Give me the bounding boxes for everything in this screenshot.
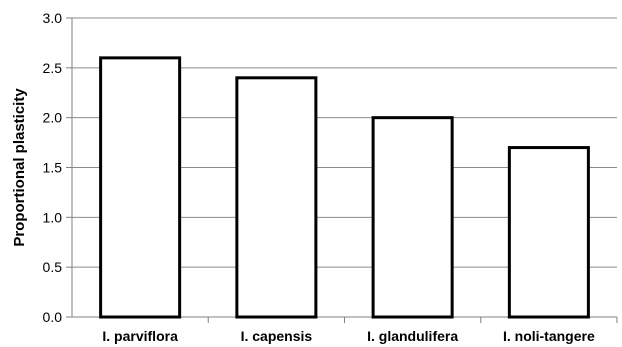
bar xyxy=(371,116,454,319)
bars xyxy=(99,56,590,319)
x-tick-labels: I. parviflora I. capensis I. glandulifera I… xyxy=(102,328,595,344)
y-tick-label: 0.5 xyxy=(43,259,63,275)
x-tick-label: I. capensis xyxy=(241,328,313,344)
y-tick-labels: 0.0 0.5 1.0 1.5 2.0 2.5 3.0 xyxy=(43,10,63,325)
bar xyxy=(99,56,182,319)
y-tick-label: 2.5 xyxy=(43,60,63,76)
y-tick-label: 0.0 xyxy=(43,309,63,325)
y-tick-label: 3.0 xyxy=(43,10,63,26)
y-tick-label: 1.0 xyxy=(43,209,63,225)
x-tick-label: I. parviflora xyxy=(102,328,178,344)
bar xyxy=(235,76,318,319)
x-tick-label: I. noli-tangere xyxy=(503,328,595,344)
y-axis-title: Proportional plasticity xyxy=(11,88,28,247)
bar xyxy=(507,146,590,319)
y-tick-label: 2.0 xyxy=(43,110,63,126)
y-tick-label: 1.5 xyxy=(43,160,63,176)
x-tick-label: I. glandulifera xyxy=(367,328,458,344)
